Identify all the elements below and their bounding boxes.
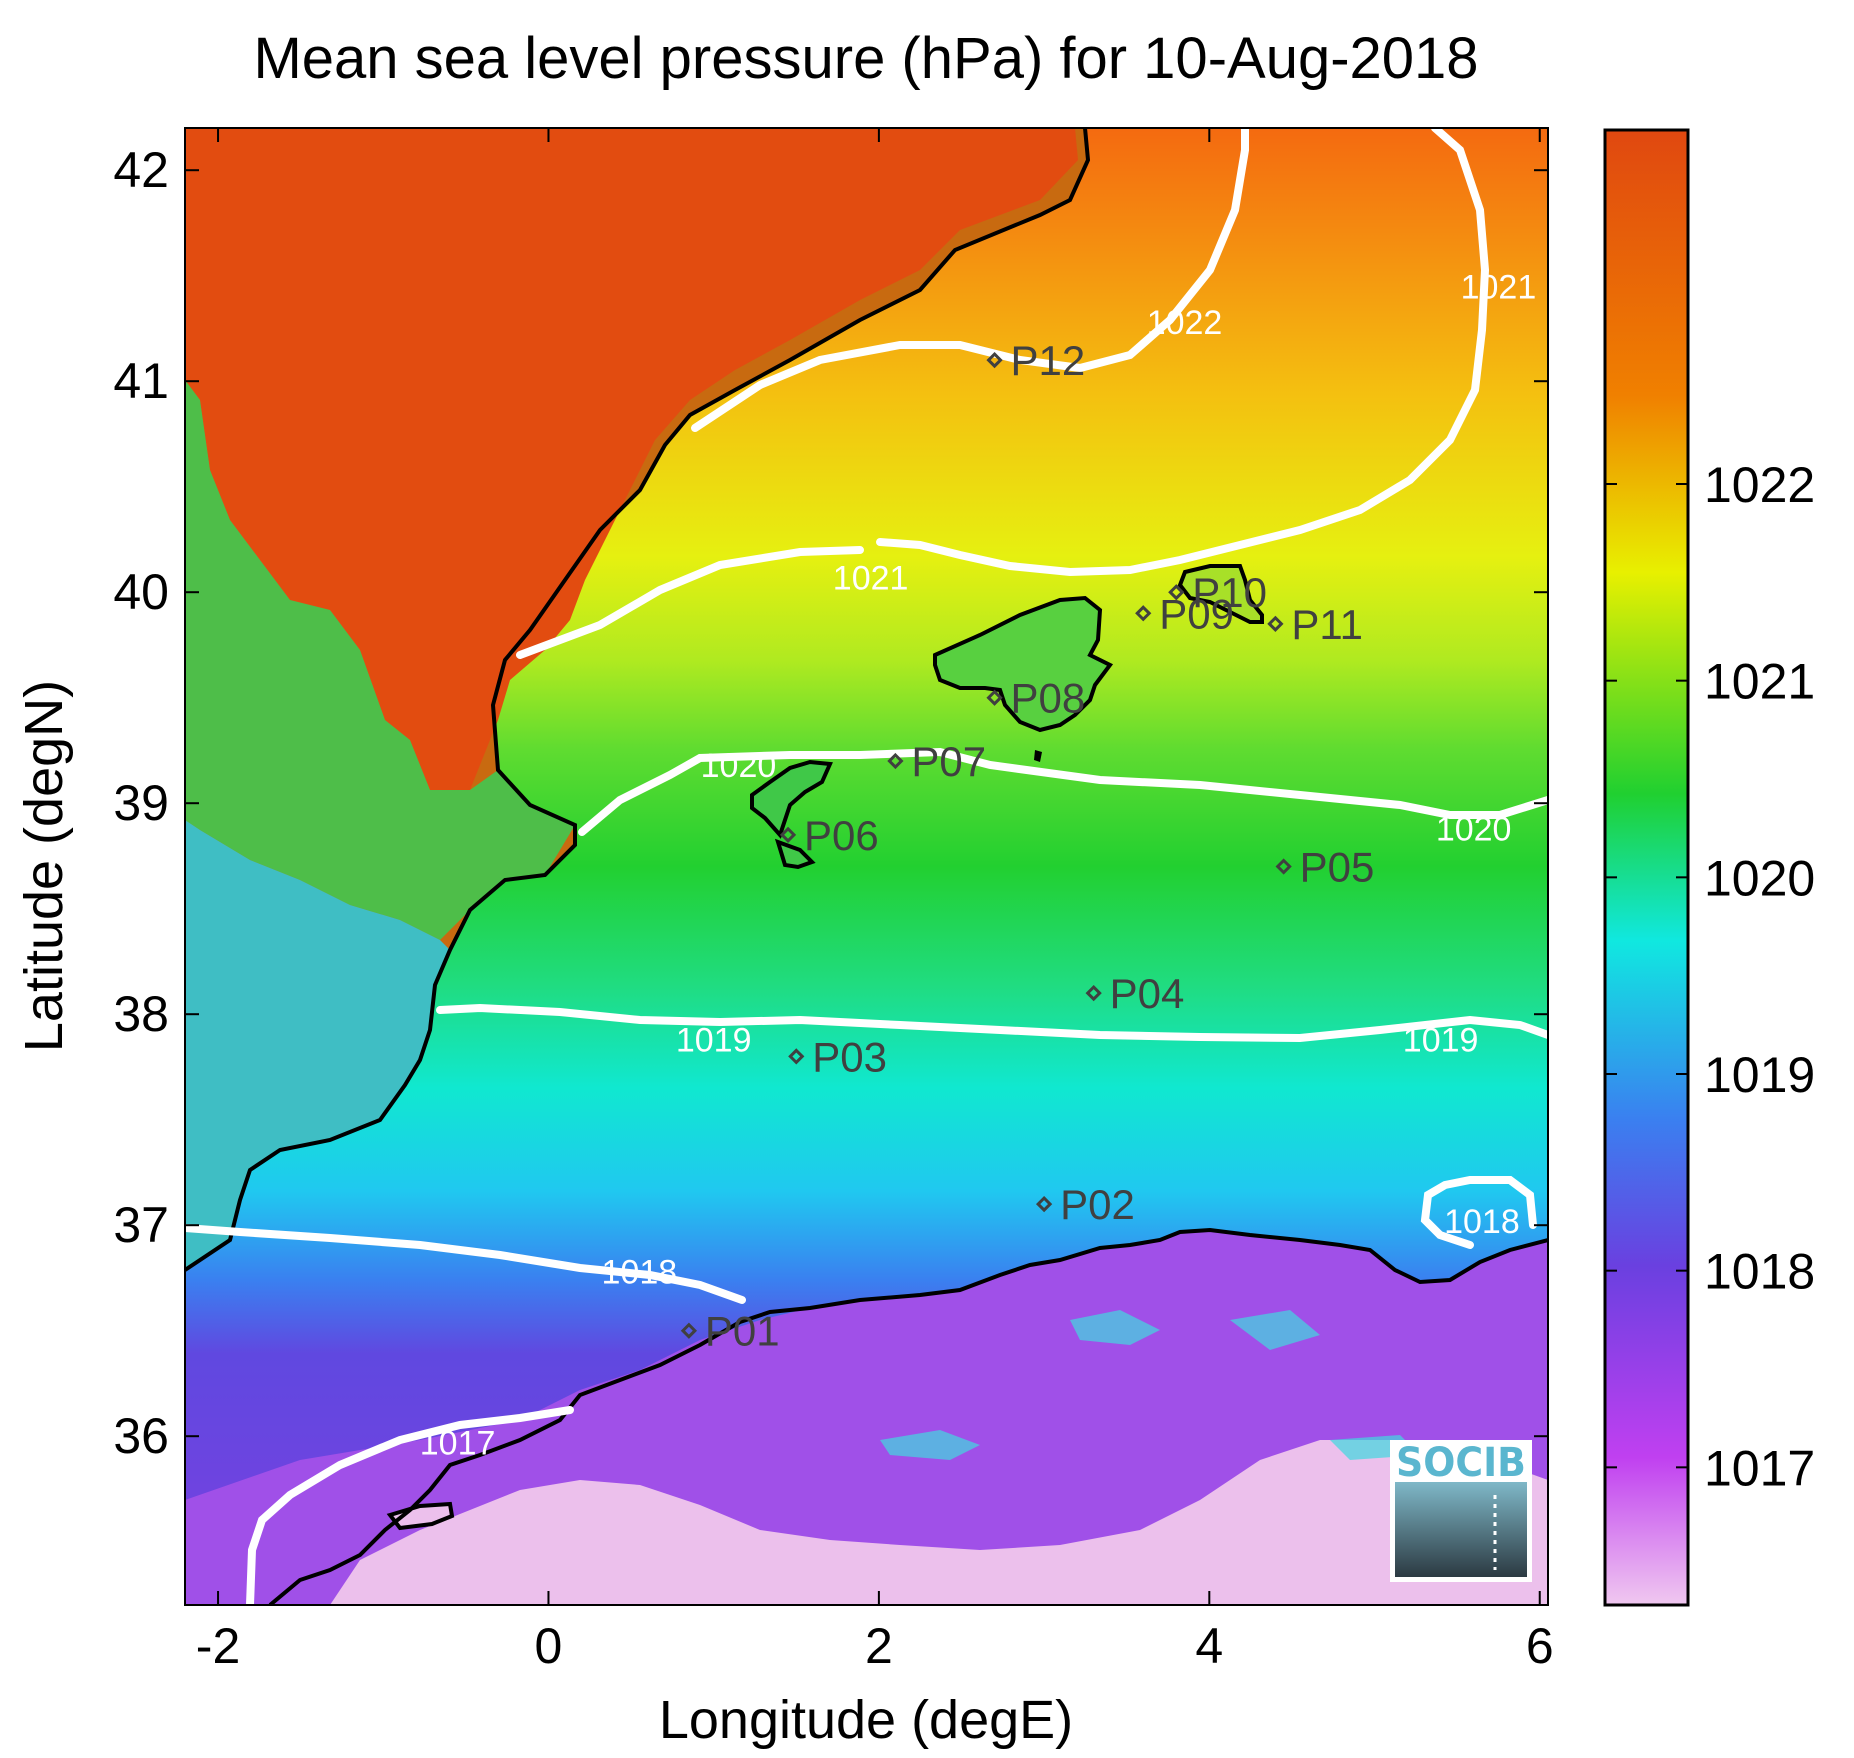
iberia-coastline — [185, 128, 1091, 1272]
contour-label: 1019 — [1403, 1022, 1479, 1060]
colorbar-tick-label: 1021 — [1704, 654, 1815, 710]
contour-label: 1020 — [701, 747, 777, 785]
contour-label-layer: 1022 1021 1021 1020 1020 1019 1019 1018 1018 1017 — [420, 268, 1536, 1462]
station-label: P03 — [812, 1033, 887, 1080]
station-marker — [887, 752, 904, 770]
contour-1020 — [578, 747, 1548, 836]
x-axis-label: Longitude (degE) — [659, 1690, 1073, 1750]
contour-1021-west — [516, 546, 864, 659]
contour-label: 1017 — [420, 1425, 496, 1463]
contour-1017 — [246, 1406, 574, 1605]
contour-label: 1021 — [833, 559, 909, 597]
y-axis-label: Latitude (degN) — [14, 680, 74, 1052]
station-marker — [986, 351, 1003, 369]
station-marker — [986, 689, 1003, 706]
ibiza-island — [750, 759, 833, 839]
station-label: P08 — [1011, 675, 1086, 722]
y-tick-label: 38 — [113, 986, 169, 1042]
station-label: P04 — [1110, 970, 1185, 1017]
station-label: P10 — [1192, 569, 1267, 616]
station-label: P06 — [804, 812, 879, 859]
contour-label: 1020 — [1436, 811, 1512, 849]
y-axis: 36 37 38 39 40 41 42 — [113, 142, 1548, 1464]
iberia-orange-interior — [185, 128, 1078, 790]
y-tick-label: 36 — [113, 1408, 169, 1464]
colorbar-tick-label: 1017 — [1704, 1440, 1815, 1496]
socib-logo-text: SOCIB — [1396, 1440, 1526, 1486]
x-tick-label: 4 — [1195, 1618, 1223, 1674]
contour-1021-east — [876, 128, 1490, 577]
y-tick-label: 39 — [113, 775, 169, 831]
station-marker — [1267, 615, 1284, 632]
station-label: P07 — [911, 738, 986, 785]
y-tick-label: 37 — [113, 1197, 169, 1253]
africa-cyan-patches — [880, 1310, 1420, 1460]
x-tick-label: 0 — [535, 1618, 563, 1674]
x-tick-label: 2 — [865, 1618, 893, 1674]
mallorca-island — [933, 595, 1114, 733]
x-axis: -2 0 2 4 6 — [196, 128, 1554, 1674]
colorbar-tick-label: 1022 — [1704, 457, 1815, 513]
pressure-contours — [185, 128, 1548, 1605]
figure-title: Mean sea level pressure (hPa) for 10-Aug… — [253, 26, 1478, 91]
station-label: P05 — [1300, 844, 1375, 891]
station-marker — [1168, 584, 1185, 601]
contour-1018-east — [1420, 1176, 1537, 1249]
station-marker — [788, 1048, 805, 1065]
menorca-island — [1177, 564, 1264, 624]
colorbar-tick-label: 1018 — [1704, 1244, 1815, 1300]
map-frame — [184, 127, 1549, 1606]
station-marker — [680, 1322, 698, 1339]
colorbar-tick-label: 1020 — [1704, 850, 1815, 906]
y-tick-label: 41 — [113, 353, 169, 409]
socib-logo: SOCIB — [1390, 1440, 1532, 1582]
station-marker — [1135, 605, 1152, 622]
contour-label: 1022 — [1147, 304, 1223, 342]
contour-1018-west — [185, 1224, 746, 1304]
station-marker — [1035, 1195, 1053, 1213]
iberia-southeast-cyan — [185, 820, 450, 1270]
station-label: P02 — [1060, 1181, 1135, 1228]
station-label: P09 — [1159, 590, 1234, 637]
y-tick-label: 42 — [113, 142, 169, 198]
station-marker — [1275, 858, 1292, 875]
x-tick-label: 6 — [1526, 1618, 1554, 1674]
y-tick-label: 40 — [113, 564, 169, 620]
colorbar-ticks: 1017 1018 1019 1020 1021 1022 — [1605, 457, 1815, 1496]
contour-label: 1018 — [1444, 1203, 1520, 1241]
contour-1022 — [691, 128, 1249, 432]
contour-1019 — [436, 1003, 1548, 1043]
africa-light-pink — [330, 1440, 1548, 1605]
contour-label: 1019 — [676, 1022, 752, 1060]
station-marker — [779, 826, 797, 843]
alboran-island — [386, 1501, 455, 1531]
station-marker — [1085, 984, 1102, 1002]
contour-label: 1018 — [602, 1254, 678, 1292]
x-tick-label: -2 — [196, 1618, 240, 1674]
africa-coastline — [268, 1227, 1548, 1605]
station-label: P12 — [1011, 337, 1086, 384]
formentera-island — [774, 838, 816, 870]
cabrera-island — [1034, 750, 1042, 762]
contour-label: 1021 — [1461, 268, 1537, 306]
station-label: P11 — [1291, 601, 1363, 648]
iberia-coastal-green — [185, 380, 575, 940]
colorbar-tick-label: 1019 — [1704, 1047, 1815, 1103]
station-label: P01 — [705, 1308, 780, 1355]
map-area: 1022 1021 1021 1020 1020 1019 1019 1018 1018 1017… — [185, 128, 1548, 1605]
colorbar — [1603, 128, 1690, 1607]
